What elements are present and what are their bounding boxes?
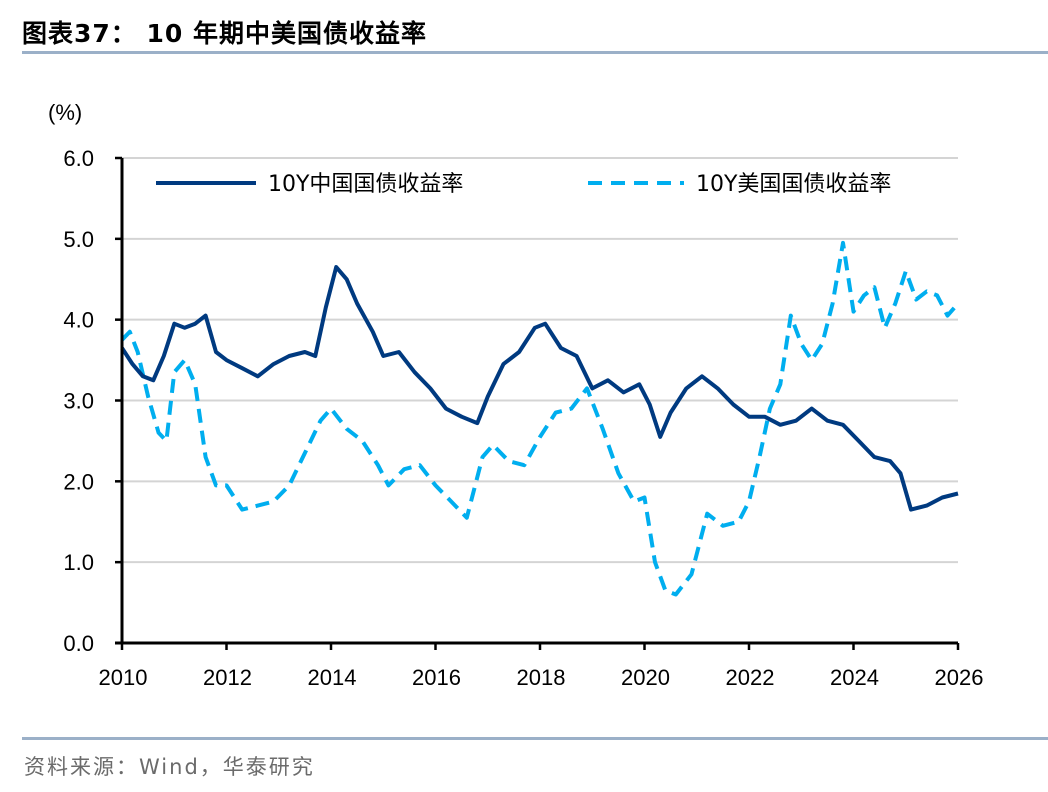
y-tick-label: 6.0 xyxy=(63,146,94,171)
y-tick-label: 5.0 xyxy=(63,227,94,252)
y-axis-label: (%) xyxy=(48,100,82,125)
legend-label-us: 10Y美国国债收益率 xyxy=(696,172,891,197)
y-tick-label: 4.0 xyxy=(63,308,94,333)
x-tick-label: 2014 xyxy=(308,665,357,690)
legend-label-china: 10Y中国国债收益率 xyxy=(268,172,463,197)
axes: 0.0 1.0 2.0 3.0 4.0 5.0 6.0 2010 2012 2014 2016 201… xyxy=(63,146,983,690)
grid-lines xyxy=(122,157,958,564)
x-tick-label: 2020 xyxy=(621,665,670,690)
x-tick-label: 2024 xyxy=(830,665,879,690)
legend: 10Y中国国债收益率 10Y美国国债收益率 xyxy=(156,172,891,197)
y-tick-label: 3.0 xyxy=(63,389,94,414)
x-tick-label: 2018 xyxy=(517,665,566,690)
x-tick-label: 2016 xyxy=(412,665,461,690)
chart-title: 图表37： 10 年期中美国债收益率 xyxy=(22,19,427,48)
y-tick-label: 1.0 xyxy=(63,550,94,575)
series-line-china-10y xyxy=(120,265,959,512)
y-tick-label: 2.0 xyxy=(63,469,94,494)
y-tick-label: 0.0 xyxy=(63,631,94,656)
title-rule xyxy=(22,51,1048,54)
x-tick-label: 2012 xyxy=(203,665,252,690)
series-line-us-10y xyxy=(120,240,960,597)
x-tick-label: 2026 xyxy=(935,665,984,690)
x-tick-label: 2022 xyxy=(726,665,775,690)
x-tick-label: 2010 xyxy=(99,665,148,690)
footer-rule xyxy=(22,737,1048,740)
source-note: 资料来源：Wind，华泰研究 xyxy=(24,755,315,779)
series-lines xyxy=(120,240,960,597)
